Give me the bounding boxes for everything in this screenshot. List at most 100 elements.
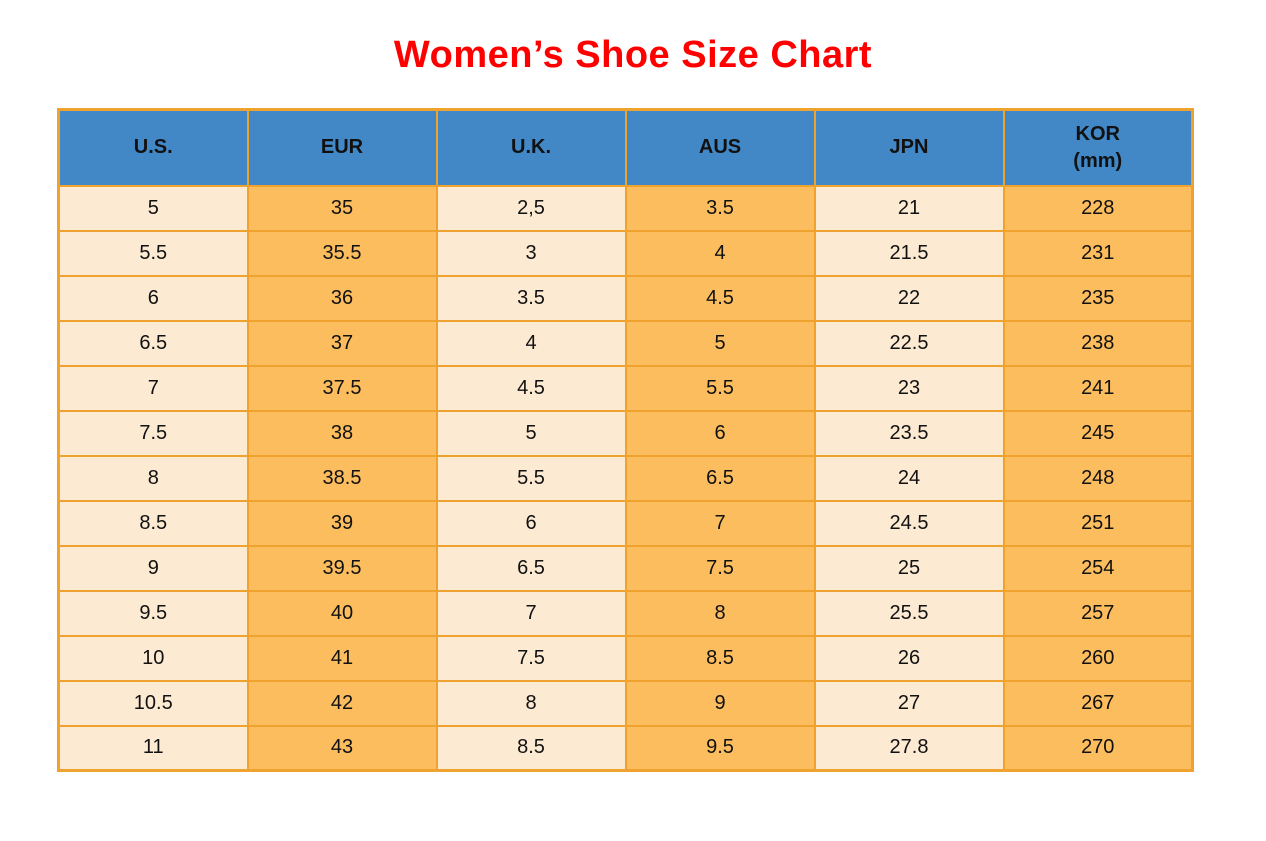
table-cell: 5.5 [435, 454, 627, 502]
table-cell: 4.5 [435, 364, 627, 412]
table-cell: 37 [246, 319, 438, 367]
table-cell: 3.5 [624, 184, 816, 232]
table-cell: 11 [57, 724, 249, 772]
table-cell: 23 [813, 364, 1005, 412]
table-cell: 5 [435, 409, 627, 457]
table-row: 9 39.5 6.5 7.5 25 254 [57, 544, 1194, 592]
column-header-uk: U.K. [435, 108, 627, 187]
table-cell: 7 [57, 364, 249, 412]
table-cell: 6 [435, 499, 627, 547]
table-cell: 38.5 [246, 454, 438, 502]
table-cell: 36 [246, 274, 438, 322]
shoe-size-table: U.S. EUR U.K. AUS JPN KOR (mm) 5 35 2,5 3.5 21 228 5… [57, 108, 1194, 772]
table-cell: 7 [624, 499, 816, 547]
table-row: 7.5 38 5 6 23.5 245 [57, 409, 1194, 457]
column-header-jpn: JPN [813, 108, 1005, 187]
table-cell: 26 [813, 634, 1005, 682]
table-cell: 27 [813, 679, 1005, 727]
table-cell: 21.5 [813, 229, 1005, 277]
table-cell: 22 [813, 274, 1005, 322]
table-cell: 39 [246, 499, 438, 547]
table-row: 10.5 42 8 9 27 267 [57, 679, 1194, 727]
table-cell: 8.5 [624, 634, 816, 682]
table-cell: 241 [1002, 364, 1194, 412]
table-cell: 42 [246, 679, 438, 727]
table-cell: 5 [624, 319, 816, 367]
table-cell: 248 [1002, 454, 1194, 502]
column-header-line: AUS [698, 136, 742, 159]
table-cell: 260 [1002, 634, 1194, 682]
table-cell: 43 [246, 724, 438, 772]
table-row: 5 35 2,5 3.5 21 228 [57, 184, 1194, 232]
table-cell: 231 [1002, 229, 1194, 277]
table-cell: 38 [246, 409, 438, 457]
table-cell: 9.5 [624, 724, 816, 772]
table-cell: 7 [435, 589, 627, 637]
column-header-line: EUR [320, 136, 364, 159]
table-row: 6 36 3.5 4.5 22 235 [57, 274, 1194, 322]
column-header-aus: AUS [624, 108, 816, 187]
table-row: 5.5 35.5 3 4 21.5 231 [57, 229, 1194, 277]
column-header-line: KOR [1075, 122, 1120, 145]
table-cell: 3.5 [435, 274, 627, 322]
table-cell: 39.5 [246, 544, 438, 592]
column-header-line: U.S. [133, 136, 173, 159]
table-cell: 254 [1002, 544, 1194, 592]
table-row: 9.5 40 7 8 25.5 257 [57, 589, 1194, 637]
table-cell: 270 [1002, 724, 1194, 772]
table-cell: 41 [246, 634, 438, 682]
column-header-eur: EUR [246, 108, 438, 187]
table-cell: 3 [435, 229, 627, 277]
table-cell: 2,5 [435, 184, 627, 232]
column-header-line: U.K. [511, 136, 551, 159]
column-header-line: JPN [889, 136, 929, 159]
table-cell: 35 [246, 184, 438, 232]
table-row: 8 38.5 5.5 6.5 24 248 [57, 454, 1194, 502]
table-cell: 23.5 [813, 409, 1005, 457]
table-cell: 9 [624, 679, 816, 727]
table-cell: 6.5 [435, 544, 627, 592]
table-cell: 37.5 [246, 364, 438, 412]
table-row: 6.5 37 4 5 22.5 238 [57, 319, 1194, 367]
table-cell: 6.5 [624, 454, 816, 502]
table-cell: 25.5 [813, 589, 1005, 637]
column-header-kor: KOR (mm) [1002, 108, 1194, 187]
table-cell: 24 [813, 454, 1005, 502]
table-cell: 5.5 [624, 364, 816, 412]
table-cell: 40 [246, 589, 438, 637]
table-cell: 7.5 [57, 409, 249, 457]
column-header-us: U.S. [57, 108, 249, 187]
table-cell: 35.5 [246, 229, 438, 277]
table-cell: 8.5 [435, 724, 627, 772]
table-cell: 8.5 [57, 499, 249, 547]
table-cell: 267 [1002, 679, 1194, 727]
table-cell: 228 [1002, 184, 1194, 232]
table-cell: 22.5 [813, 319, 1005, 367]
table-cell: 235 [1002, 274, 1194, 322]
table-cell: 6.5 [57, 319, 249, 367]
page-title: Women’s Shoe Size Chart [393, 34, 873, 76]
table-cell: 5 [57, 184, 249, 232]
table-row: 7 37.5 4.5 5.5 23 241 [57, 364, 1194, 412]
header-row: U.S. EUR U.K. AUS JPN KOR (mm) [57, 108, 1194, 187]
table-cell: 9.5 [57, 589, 249, 637]
table-row: 8.5 39 6 7 24.5 251 [57, 499, 1194, 547]
table-cell: 251 [1002, 499, 1194, 547]
table-body: 5 35 2,5 3.5 21 228 5.5 35.5 3 4 21.5 231 6 36 3.5 4.5 2… [57, 184, 1194, 772]
table-cell: 21 [813, 184, 1005, 232]
table-cell: 7.5 [435, 634, 627, 682]
table-header: U.S. EUR U.K. AUS JPN KOR (mm) [57, 108, 1194, 187]
table-cell: 238 [1002, 319, 1194, 367]
table-cell: 6 [57, 274, 249, 322]
table-row: 11 43 8.5 9.5 27.8 270 [57, 724, 1194, 772]
table-cell: 245 [1002, 409, 1194, 457]
table-cell: 4.5 [624, 274, 816, 322]
table-cell: 10.5 [57, 679, 249, 727]
table-cell: 8 [435, 679, 627, 727]
table-cell: 25 [813, 544, 1005, 592]
table-cell: 257 [1002, 589, 1194, 637]
table-cell: 6 [624, 409, 816, 457]
table-cell: 4 [624, 229, 816, 277]
table-row: 10 41 7.5 8.5 26 260 [57, 634, 1194, 682]
table-cell: 8 [57, 454, 249, 502]
